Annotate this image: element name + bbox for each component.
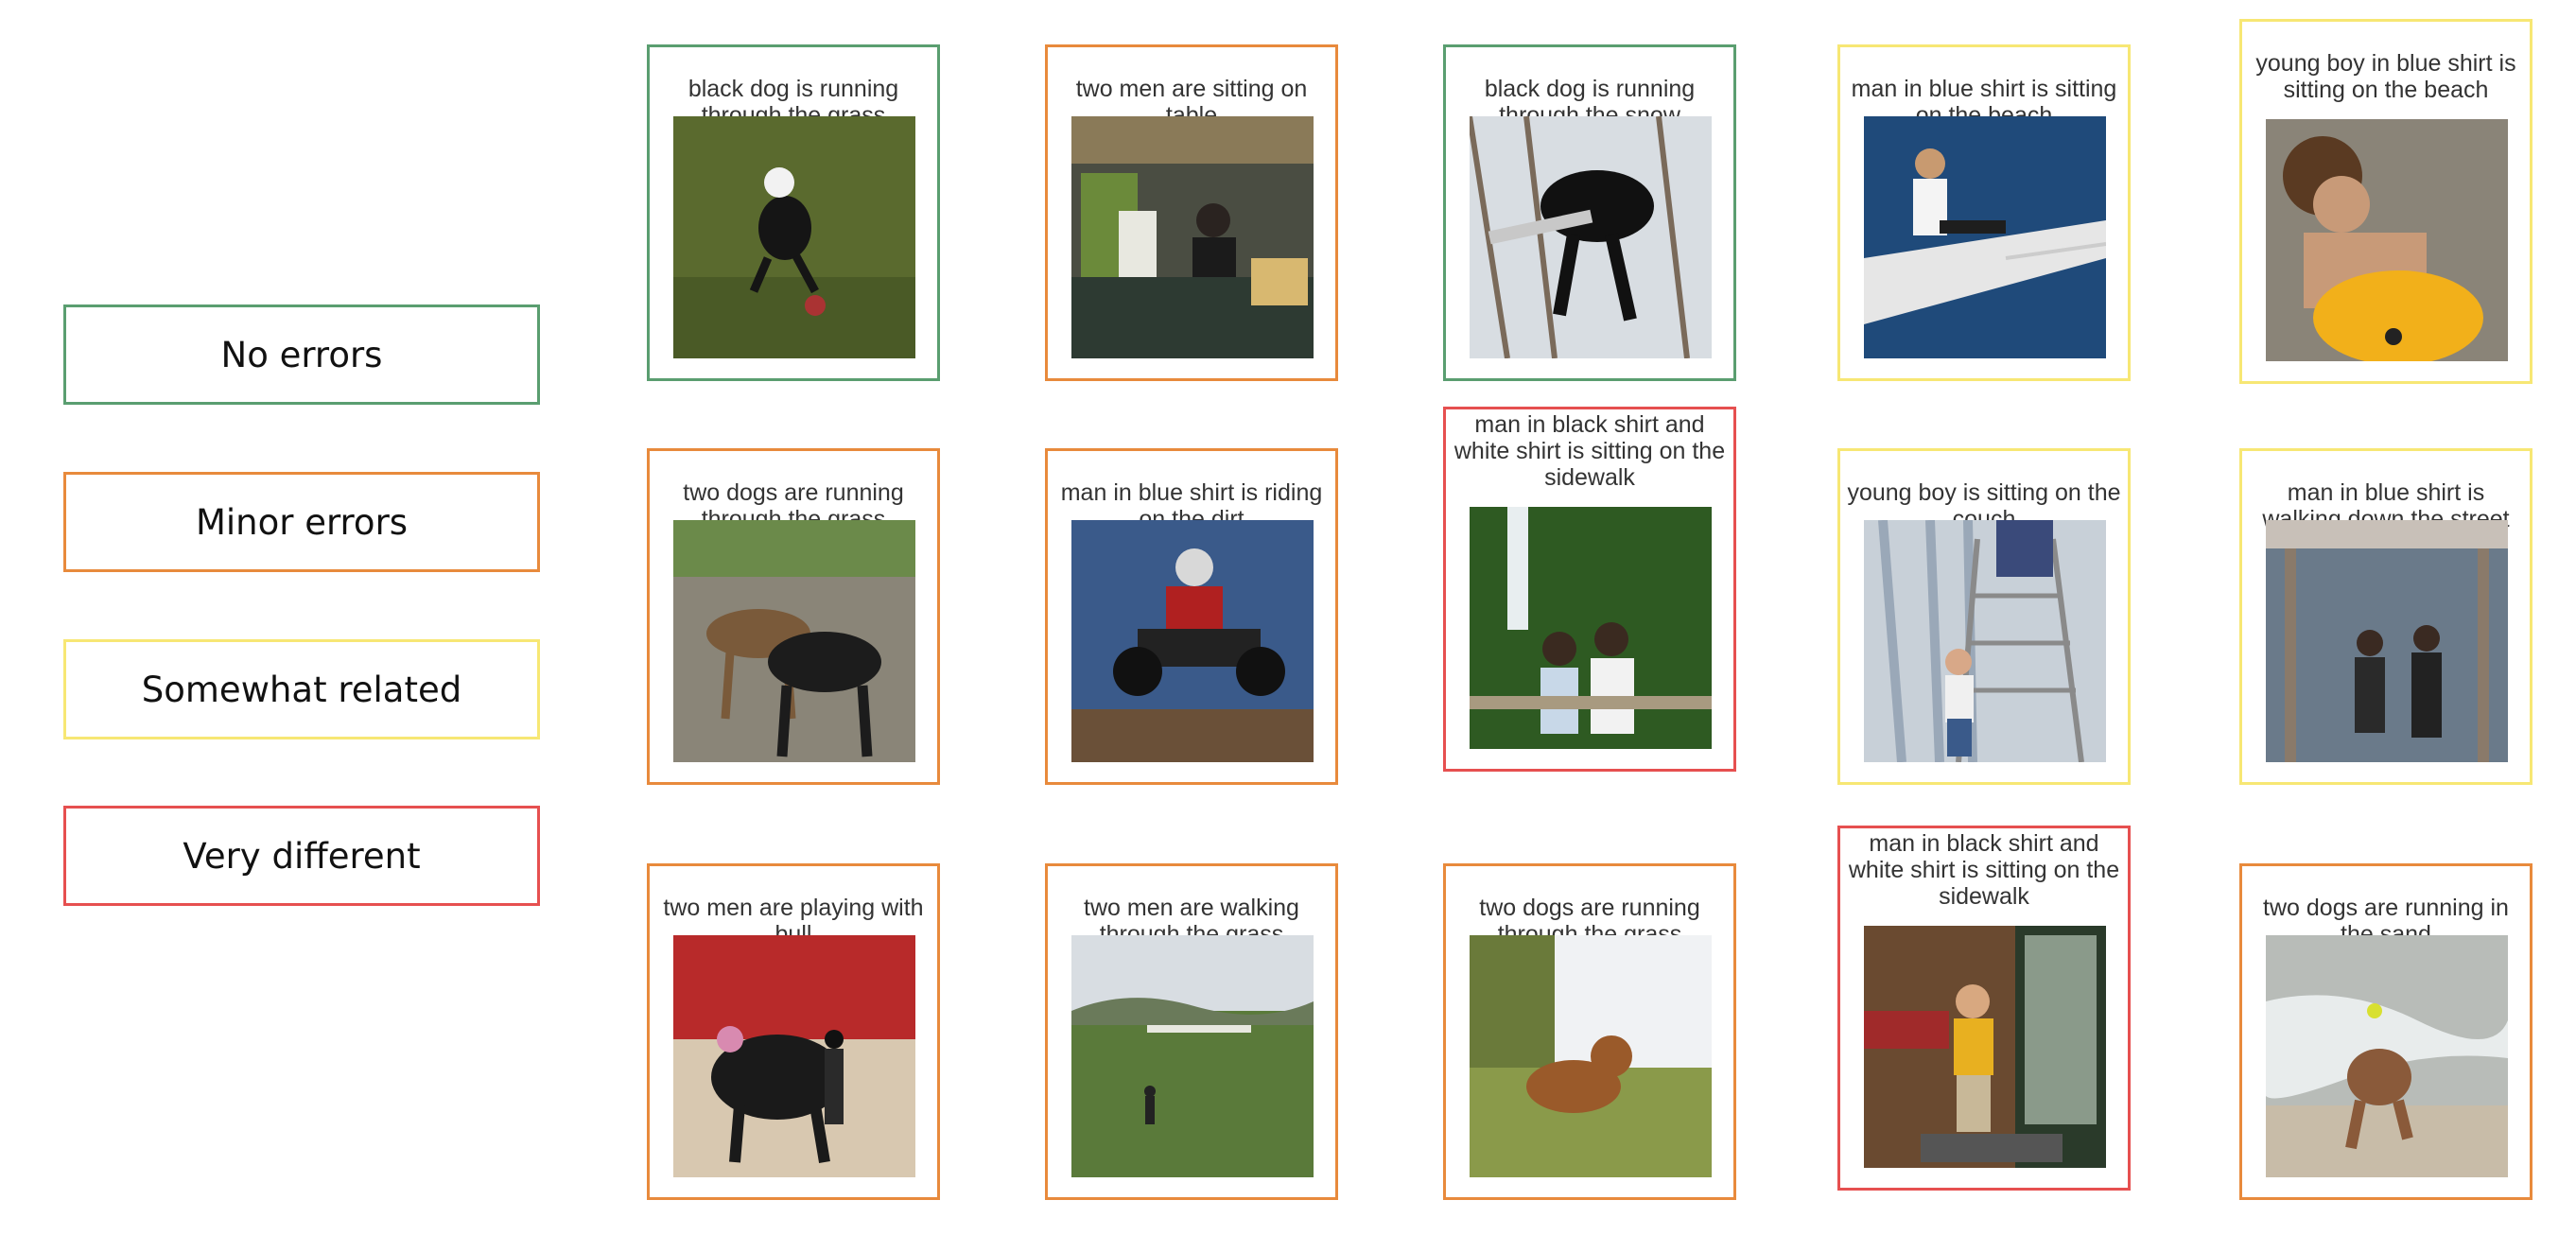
photo-boy-doorway [1864, 926, 2106, 1168]
caption-card: man in blue shirt is walking down the st… [2239, 448, 2532, 785]
legend-very-different: Very different [63, 806, 540, 906]
caption-card: black dog is running through the grass [647, 44, 940, 381]
caption-text: man in black shirt and white shirt is si… [1848, 830, 2120, 910]
photo-dog-beach [2266, 935, 2508, 1177]
caption-text: young boy in blue shirt is sitting on th… [2255, 50, 2516, 103]
photo-two-dogs-path [673, 520, 915, 762]
photo-brown-dog-grass [1470, 935, 1712, 1177]
caption-card: two men are walking through the grass [1045, 863, 1338, 1200]
legend-no-errors: No errors [63, 304, 540, 405]
caption-text: black dog is running through the snow [1484, 76, 1696, 129]
legend-label: Somewhat related [141, 669, 462, 710]
caption-card: two dogs are running through the grass [1443, 863, 1736, 1200]
photo-child-ladder [1864, 520, 2106, 762]
legend-label: No errors [220, 334, 383, 375]
photo-black-dog-snow [1470, 116, 1712, 358]
caption-card: man in black shirt and white shirt is si… [1837, 826, 2131, 1191]
photo-field-person [1071, 935, 1314, 1177]
legend-minor-errors: Minor errors [63, 472, 540, 572]
caption-card: black dog is running through the snow [1443, 44, 1736, 381]
caption-card: young boy is sitting on the couch [1837, 448, 2131, 785]
caption-card: two men are sitting on table [1045, 44, 1338, 381]
caption-text: two men are playing with bull [663, 895, 924, 948]
caption-text: man in black shirt and white shirt is si… [1453, 411, 1726, 491]
photo-glass-shelter [2266, 520, 2508, 762]
caption-card: two dogs are running through the grass [647, 448, 940, 785]
caption-text: black dog is running through the grass [688, 76, 899, 129]
photo-quad-bike [1071, 520, 1314, 762]
caption-card: two dogs are running in the sand [2239, 863, 2532, 1200]
photo-black-dog-grass [673, 116, 915, 358]
photo-couple-waterfall [1470, 507, 1712, 749]
caption-card: man in black shirt and white shirt is si… [1443, 407, 1736, 772]
legend-somewhat-related: Somewhat related [63, 639, 540, 739]
caption-card: two men are playing with bull [647, 863, 940, 1200]
caption-card: man in blue shirt is sitting on the beac… [1837, 44, 2131, 381]
caption-card: man in blue shirt is riding on the dirt [1045, 448, 1338, 785]
photo-child-float [2266, 119, 2508, 361]
caption-card: young boy in blue shirt is sitting on th… [2239, 19, 2532, 384]
photo-rodeo-bull [673, 935, 915, 1177]
photo-rowing-boat [1864, 116, 2106, 358]
photo-market-stall [1071, 116, 1314, 358]
legend-label: Minor errors [195, 501, 409, 543]
legend-label: Very different [183, 835, 421, 877]
